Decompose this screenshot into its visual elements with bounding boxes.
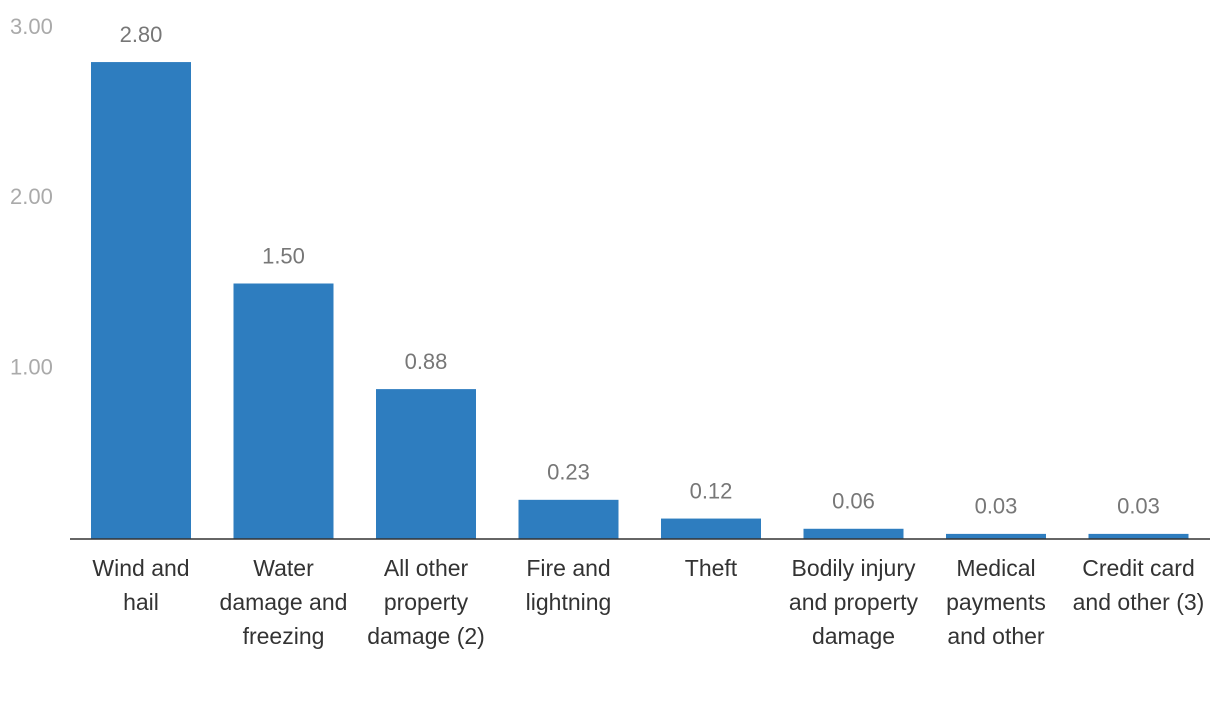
bar <box>518 499 619 539</box>
x-tick-label: Credit card and other (3) <box>1072 555 1205 615</box>
x-tick-label: Bodily injury and property damage <box>788 555 919 649</box>
x-tick-label: Wind and hail <box>92 555 190 615</box>
value-label: 0.88 <box>405 349 448 374</box>
y-tick-label: 3.00 <box>10 14 53 39</box>
value-label: 1.50 <box>262 243 305 268</box>
x-tick-label: Water damage and freezing <box>219 555 348 649</box>
y-tick-label: 1.00 <box>10 354 53 379</box>
value-label: 2.80 <box>120 22 163 47</box>
bar <box>376 389 476 539</box>
value-label: 0.03 <box>1117 494 1160 519</box>
value-label: 0.23 <box>547 460 590 485</box>
bar <box>946 533 1046 539</box>
bar <box>1088 533 1189 539</box>
bar <box>91 62 191 540</box>
bar <box>661 518 761 539</box>
x-tick-label: Theft <box>684 555 738 581</box>
y-tick-label: 2.00 <box>10 184 53 209</box>
value-label: 0.06 <box>832 489 875 514</box>
bar <box>803 528 904 539</box>
value-label: 0.12 <box>690 478 733 503</box>
bar <box>233 283 334 539</box>
value-label: 0.03 <box>975 494 1018 519</box>
x-tick-label: Fire and lightning <box>525 555 612 615</box>
x-tick-label: All other property damage (2) <box>367 555 485 649</box>
x-tick-label: Medical payments and other <box>946 555 1046 649</box>
